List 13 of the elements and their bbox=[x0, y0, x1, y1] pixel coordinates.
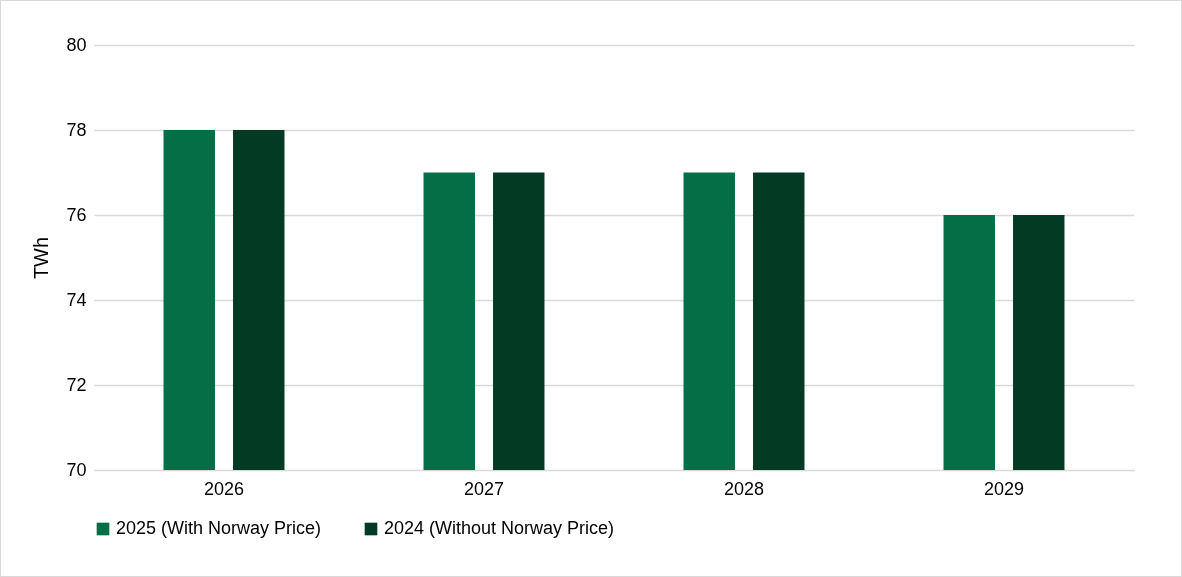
y-tick-label: 74 bbox=[66, 289, 87, 310]
x-tick-label: 2029 bbox=[983, 478, 1025, 499]
y-tick-label: 78 bbox=[66, 119, 87, 140]
x-tick-label: 2027 bbox=[463, 478, 505, 499]
legend-label: 2024 (Without Norway Price) bbox=[384, 518, 615, 538]
y-tick-label: 72 bbox=[66, 374, 87, 395]
x-tick-label: 2028 bbox=[723, 478, 765, 499]
x-tick-label: 2026 bbox=[203, 478, 245, 499]
y-axis-title: TWh bbox=[30, 236, 53, 280]
y-tick-label: 70 bbox=[66, 459, 87, 480]
y-tick-label: 76 bbox=[66, 204, 87, 225]
y-tick-label: 80 bbox=[66, 34, 87, 55]
legend-label: 2025 (With Norway Price) bbox=[116, 518, 322, 538]
